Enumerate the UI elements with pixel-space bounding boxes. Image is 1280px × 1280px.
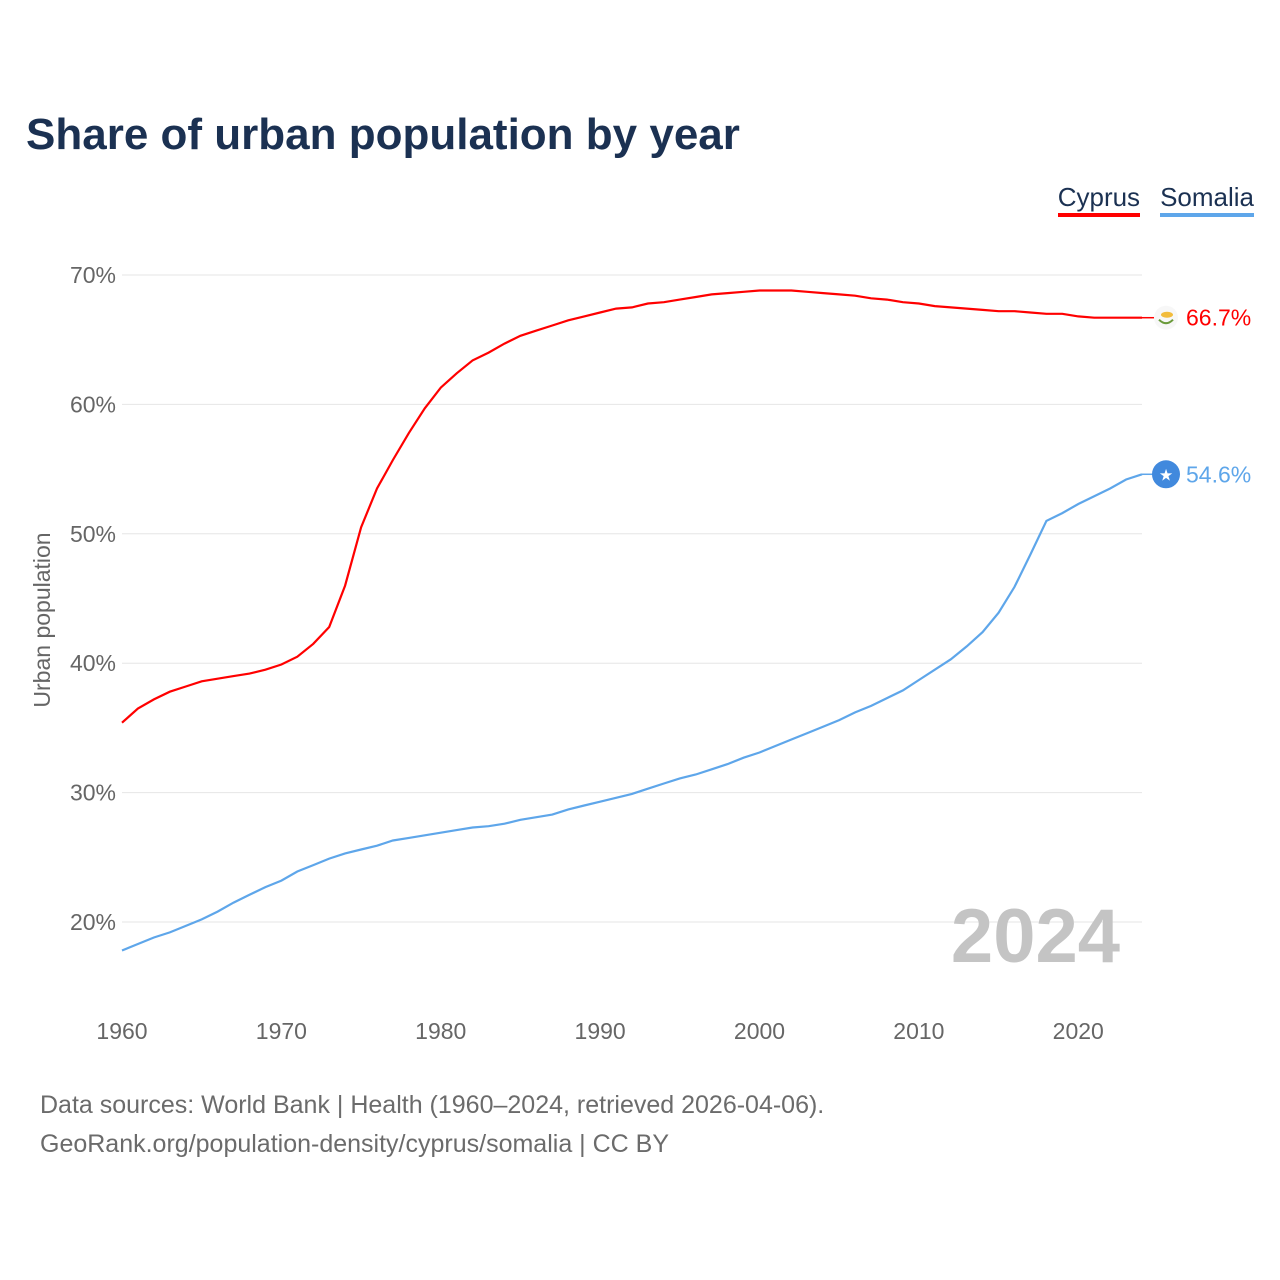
x-tick-label: 2000 <box>734 1018 785 1044</box>
star-icon: ★ <box>1159 467 1173 484</box>
series-line-somalia <box>121 473 1143 952</box>
data-source-text: Data sources: World Bank | Health (1960–… <box>40 1091 825 1119</box>
cyprus-flag-icon <box>1154 305 1178 330</box>
source-link[interactable]: GeoRank.org/population-density/cyprus/so… <box>40 1130 670 1158</box>
x-tick-label: 1970 <box>256 1018 307 1044</box>
legend-item-cyprus[interactable]: Cyprus <box>1057 182 1141 217</box>
x-tick-label: 1990 <box>575 1018 626 1044</box>
y-tick-label: 20% <box>70 909 116 935</box>
y-tick-label: 50% <box>70 521 116 547</box>
y-tick-label: 40% <box>70 650 116 676</box>
y-tick-label: 70% <box>70 262 116 288</box>
cyprus-map-shape <box>1161 311 1173 318</box>
x-tick-label: 2010 <box>893 1018 944 1044</box>
y-axis-label: Urban population <box>29 532 55 707</box>
legend: Cyprus Somalia <box>1057 182 1254 217</box>
somalia-flag-icon <box>1152 460 1180 489</box>
olive-branch-icon <box>1158 318 1174 325</box>
x-tick-label: 1960 <box>96 1018 147 1044</box>
x-tick-label: 1980 <box>415 1018 466 1044</box>
end-value-label: 66.7% <box>1186 305 1251 331</box>
end-value-label: 54.6% <box>1186 461 1251 487</box>
y-tick-label: 30% <box>70 780 116 806</box>
legend-item-somalia[interactable]: Somalia <box>1160 182 1254 217</box>
chart-title: Share of urban population by year <box>26 110 740 159</box>
series-line-cyprus <box>121 289 1142 724</box>
footer: Data sources: World Bank | Health (1960–… <box>40 1086 824 1164</box>
year-watermark: 2024 <box>951 894 1120 979</box>
x-tick-label: 2020 <box>1053 1018 1104 1044</box>
y-tick-label: 60% <box>70 391 116 417</box>
